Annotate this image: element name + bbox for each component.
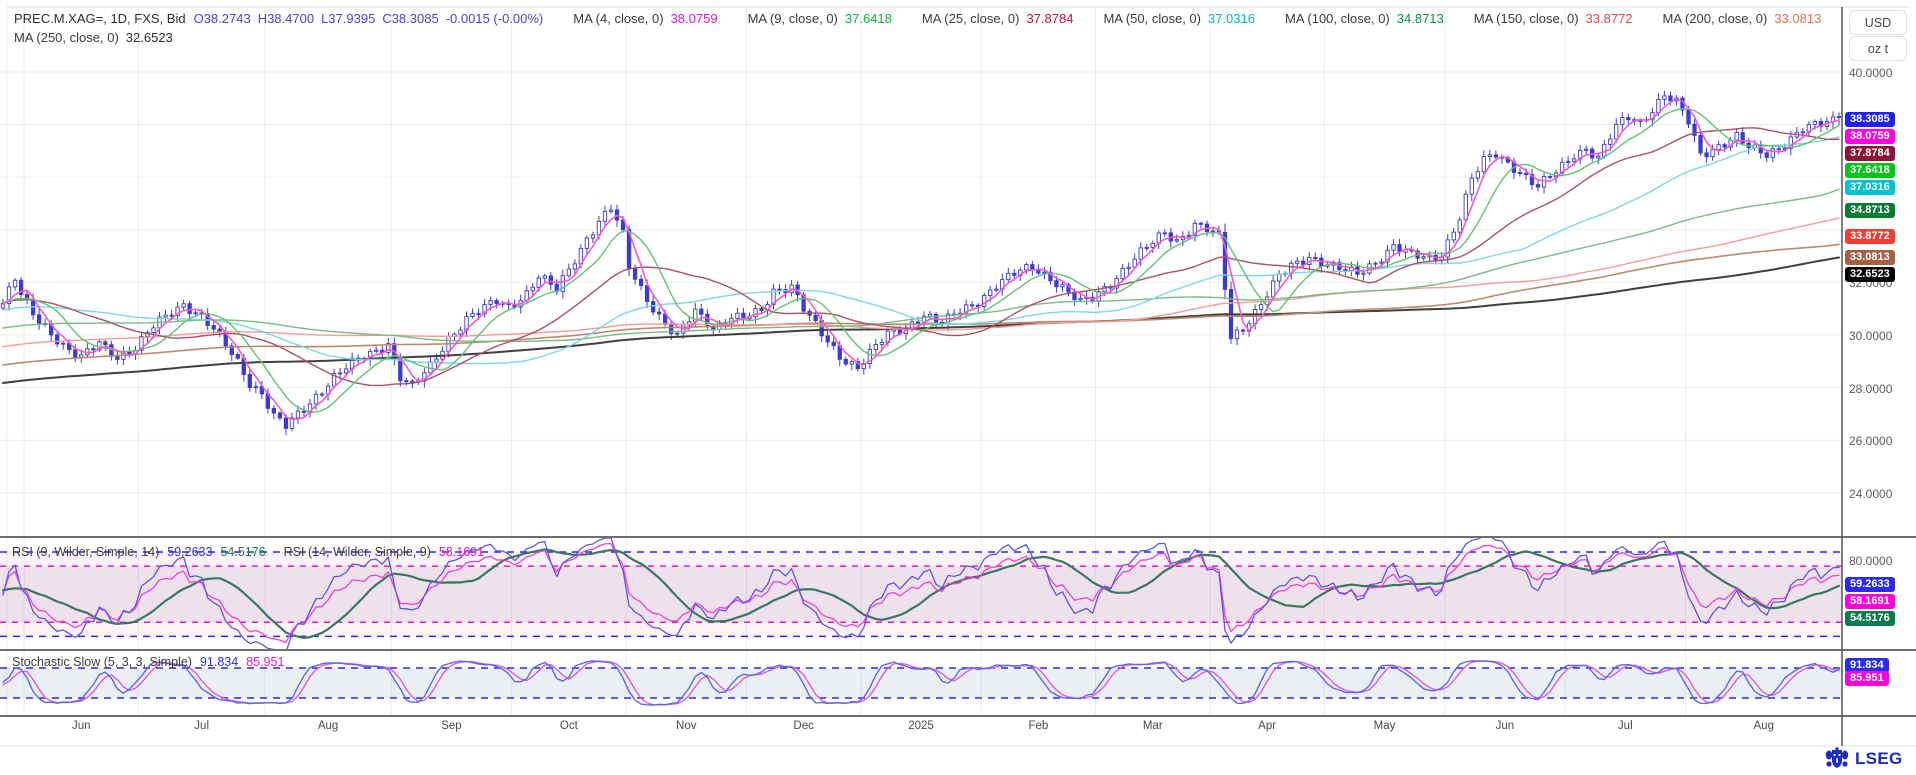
stochastic-legend-segment: 91.834	[199, 655, 239, 669]
price-axis-badge: 38.0759	[1845, 129, 1895, 145]
stochastic-legend-segment: 85.951	[246, 655, 285, 669]
x-axis-month-label: Jun	[1495, 720, 1515, 732]
legend-segment: C38.3085	[382, 11, 439, 26]
lseg-crest-icon	[1825, 747, 1849, 768]
x-axis-month-label: Apr	[1258, 720, 1277, 732]
price-axis-badge: 37.6418	[1845, 163, 1895, 179]
price-axis-badge: 32.6523	[1845, 266, 1895, 282]
currency-label: USD	[1864, 15, 1892, 30]
price-axis-tick: 30.0000	[1849, 329, 1893, 343]
x-axis-month-label: Mar	[1142, 720, 1163, 732]
price-axis-badge: 33.0813	[1845, 249, 1895, 265]
legend-segment: H38.4700	[257, 11, 315, 26]
x-axis-month-label: Aug	[317, 720, 339, 732]
legend-segment: MA (100, close, 0)	[1284, 11, 1390, 26]
rsi-panel	[0, 538, 1842, 649]
legend-segment: MA (4, close, 0)	[573, 11, 664, 26]
x-axis-month-label: 2025	[908, 720, 934, 732]
rsi-legend-segment: RSI (9, Wilder, Simple, 14)	[12, 545, 160, 559]
price-axis-badge: 33.8772	[1845, 229, 1895, 245]
legend-segment: 34.8713	[1396, 11, 1444, 26]
stochastic-legend[interactable]: Stochastic Slow (5, 3, 3, Simple) 91.834 8…	[12, 655, 284, 669]
legend-segment: MA (150, close, 0)	[1473, 11, 1579, 26]
legend-segment: 37.6418	[844, 11, 892, 26]
legend-segment: L37.9395	[321, 11, 376, 26]
x-axis-month-label: Jul	[1617, 720, 1633, 732]
price-axis-badge: 37.0316	[1845, 180, 1895, 196]
legend-segment: 33.8772	[1585, 11, 1633, 26]
legend-segment: -0.0015 (-0.00%)	[445, 11, 544, 26]
legend-segment: 37.8784	[1026, 11, 1074, 26]
chart-legend-line2[interactable]: MA (250, close, 0) 32.6523	[14, 30, 173, 45]
rsi-axis-tick: 80.0000	[1849, 554, 1893, 568]
legend-segment: MA (50, close, 0)	[1103, 11, 1201, 26]
rsi-legend-segment: RSI (14, Wilder, Simple, 9)	[283, 545, 431, 559]
x-axis-month-label: May	[1373, 720, 1396, 732]
rsi-axis-badge: 59.2633	[1845, 577, 1895, 593]
moving-average-lines	[2, 97, 1840, 421]
legend-segment: MA (250, close, 0)	[14, 30, 119, 45]
legend-segment: MA (200, close, 0)	[1662, 11, 1768, 26]
legend-segment: 38.0759	[670, 11, 718, 26]
lseg-logo-text: LSEG	[1855, 749, 1903, 768]
legend-segment: 32.6523	[125, 30, 173, 45]
rsi-legend-segment: 54.5176	[220, 545, 266, 559]
unit-label: oz t	[1867, 41, 1889, 56]
stochastic-legend-segment: Stochastic Slow (5, 3, 3, Simple)	[12, 655, 192, 669]
rsi-axis-badge: 54.5176	[1845, 611, 1895, 627]
stochastic-axis-badge: 85.951	[1845, 671, 1889, 687]
x-axis-month-label: Dec	[793, 720, 814, 732]
price-axis-tick: 24.0000	[1849, 486, 1893, 501]
legend-segment: 33.0813	[1774, 11, 1822, 26]
currency-chip: USD	[1849, 10, 1907, 35]
stochastic-panel	[0, 660, 1842, 706]
x-axis-month-label: Sep	[441, 720, 462, 732]
x-axis-month-label: Nov	[676, 720, 697, 732]
legend-segment: MA (9, close, 0)	[747, 11, 838, 26]
x-axis-month-label: Aug	[1753, 720, 1774, 732]
legend-segment: MA (25, close, 0)	[921, 11, 1020, 26]
price-axis-tick: 40.0000	[1849, 66, 1893, 80]
x-axis-month-label: Jul	[194, 720, 210, 732]
rsi-legend[interactable]: RSI (9, Wilder, Simple, 14) 59.2633 54.517…	[12, 545, 484, 559]
x-axis-month-label: Jun	[71, 720, 91, 732]
price-axis-badge: 38.3085	[1845, 112, 1895, 128]
rsi-legend-segment: 59.2633	[167, 545, 213, 559]
legend-segment: PREC.M.XAG=, 1D, FXS, Bid	[14, 11, 186, 26]
x-axis-month-label: Oct	[559, 720, 578, 732]
lseg-logo: LSEG	[1824, 747, 1903, 771]
x-axis-month-label: Feb	[1028, 720, 1049, 732]
price-axis-tick: 26.0000	[1849, 434, 1893, 449]
price-axis-badge: 37.8784	[1845, 146, 1895, 162]
legend-segment: O38.2743	[193, 11, 251, 26]
rsi-legend-segment: 58.1691	[438, 545, 485, 559]
chart-legend-line1[interactable]: PREC.M.XAG=, 1D, FXS, Bid O38.2743 H38.470…	[14, 11, 1821, 26]
price-axis-badge: 34.8713	[1845, 202, 1895, 218]
price-axis-tick: 28.0000	[1849, 381, 1893, 396]
rsi-axis-badge: 58.1691	[1845, 594, 1895, 610]
legend-segment: 37.0316	[1207, 11, 1255, 26]
unit-chip: oz t	[1849, 36, 1907, 61]
stochastic-axis-badge: 91.834	[1845, 658, 1889, 674]
